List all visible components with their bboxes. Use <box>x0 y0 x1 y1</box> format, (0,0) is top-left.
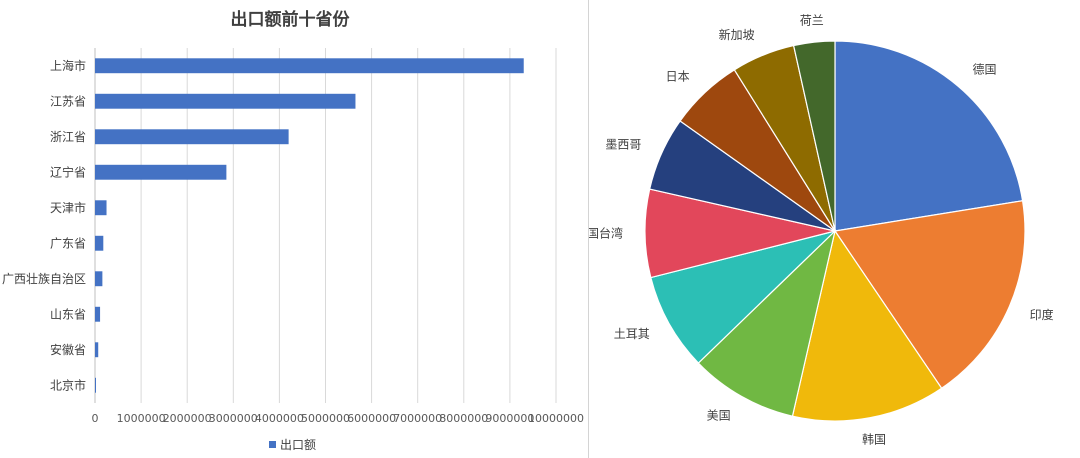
pie-slice <box>834 40 1024 232</box>
bars <box>95 58 524 393</box>
pie-label: 韩国 <box>862 431 886 446</box>
x-tick-label: 3000000 <box>209 412 258 425</box>
bar <box>95 271 103 287</box>
x-tick-label: 5000000 <box>301 412 350 425</box>
pie-label: 中国台湾 <box>589 226 623 241</box>
category-label: 广西壮族自治区 <box>2 272 86 286</box>
category-label: 江苏省 <box>50 94 86 108</box>
pie-slice <box>650 229 838 364</box>
pie-slice <box>697 229 837 417</box>
x-tick-label: 8000000 <box>439 412 488 425</box>
x-tick-label: 10000000 <box>528 412 584 425</box>
pie-label: 日本 <box>666 70 690 84</box>
bar-chart-panel: 出口额前十省份 上海市江苏省浙江省辽宁省天津市广东省广西壮族自治区山东省安徽省北… <box>1 9 585 452</box>
x-tick-label: 0 <box>92 412 99 425</box>
pie-slice <box>833 200 1026 390</box>
legend-label: 出口额 <box>280 438 316 452</box>
x-tick-label: 9000000 <box>485 412 534 425</box>
pie-slice <box>791 229 943 422</box>
bar <box>95 93 356 109</box>
bar <box>95 342 99 358</box>
bar <box>95 306 101 322</box>
category-label: 广东省 <box>50 236 86 250</box>
bar <box>95 58 524 74</box>
pie-slices <box>644 40 1026 422</box>
bar-chart: 出口额前十省份 上海市江苏省浙江省辽宁省天津市广东省广西壮族自治区山东省安徽省北… <box>2 9 585 452</box>
pie-label: 印度 <box>1030 307 1054 322</box>
pie-label: 德国 <box>973 62 997 77</box>
x-tick-labels: 0 100000020000003000000400000050000006000… <box>92 412 585 425</box>
category-label: 浙江省 <box>50 130 86 144</box>
category-label: 天津市 <box>50 200 86 215</box>
x-tick-label: 4000000 <box>255 412 304 425</box>
category-label: 辽宁省 <box>50 164 86 179</box>
bar <box>95 164 227 180</box>
category-label: 山东省 <box>50 307 86 321</box>
bar <box>95 129 289 145</box>
panel-divider <box>588 0 589 458</box>
x-tick-label: 1000000 <box>117 412 166 425</box>
bar <box>95 200 107 216</box>
bar <box>95 377 96 393</box>
category-label: 北京市 <box>50 377 86 392</box>
pie-slice <box>792 40 836 232</box>
pie-label: 新加坡 <box>719 27 755 42</box>
bar <box>95 235 104 251</box>
pie-label: 墨西哥 <box>605 138 641 152</box>
pie-label: 土耳其 <box>614 327 650 341</box>
legend: 出口额 <box>269 438 316 452</box>
chart-title: 出口额前十省份 <box>231 9 351 30</box>
x-tick-label: 6000000 <box>347 412 396 425</box>
pie-label: 美国 <box>707 409 731 423</box>
pie-label: 荷兰 <box>800 13 824 27</box>
x-tick-label: 7000000 <box>393 412 442 425</box>
legend-swatch <box>269 441 276 448</box>
category-label: 安徽省 <box>50 342 86 357</box>
x-tick-label: 2000000 <box>163 412 212 425</box>
category-label: 上海市 <box>50 58 86 73</box>
